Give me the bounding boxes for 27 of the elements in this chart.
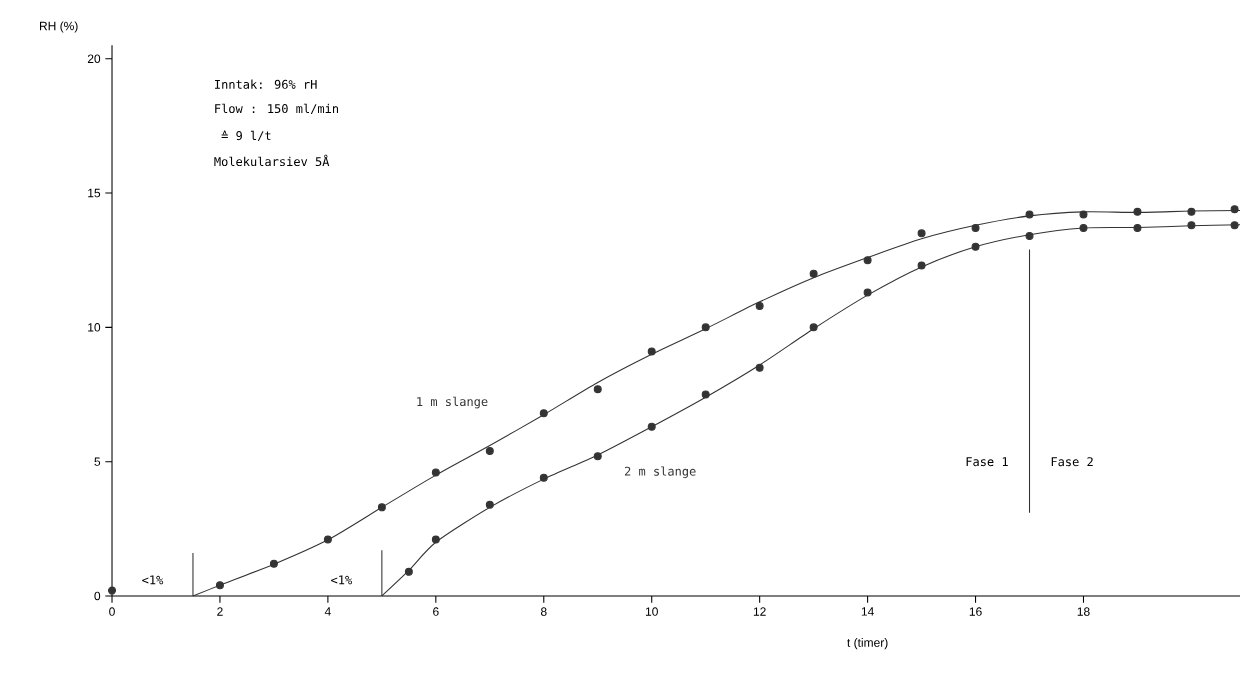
annotation: <1% (331, 575, 353, 585)
y-tick-label: 10 (88, 323, 101, 332)
annotation: Molekularsiev 5Å (214, 154, 330, 167)
x-tick-label: 12 (753, 607, 766, 616)
x-tick-label: 18 (1077, 607, 1090, 616)
x-tick-label: 10 (645, 607, 658, 616)
text: 1 m slange (417, 396, 488, 409)
series-label: 2 m slange (624, 466, 696, 479)
y-axis-title: RH (%) (40, 21, 78, 33)
annotation: ≙ 9 l/t (221, 130, 271, 142)
x-tick-label: 16 (969, 607, 982, 616)
x-tick-label: 4 (324, 607, 331, 616)
x-tick-label: 8 (540, 607, 547, 616)
y-tick-label: 20 (87, 54, 101, 64)
x-tick-label: 2 (217, 607, 223, 616)
y-tick-label: 15 (88, 188, 101, 198)
annotation: Fase 1 (966, 457, 1008, 467)
annotation: Inntak: 96% rH (215, 79, 317, 89)
y-tick-label: 0 (94, 591, 101, 601)
x-axis-title: t (timer) (847, 638, 888, 650)
annotation: Flow : 150 ml/min (215, 103, 339, 115)
annotation: Fase 2 (1051, 457, 1093, 467)
x-tick-label: 0 (109, 607, 115, 616)
x-tick-label: 6 (433, 607, 439, 616)
y-tick-label: 5 (94, 457, 101, 466)
x-tick-label: 14 (861, 607, 874, 616)
annotation: <1% (142, 575, 164, 585)
